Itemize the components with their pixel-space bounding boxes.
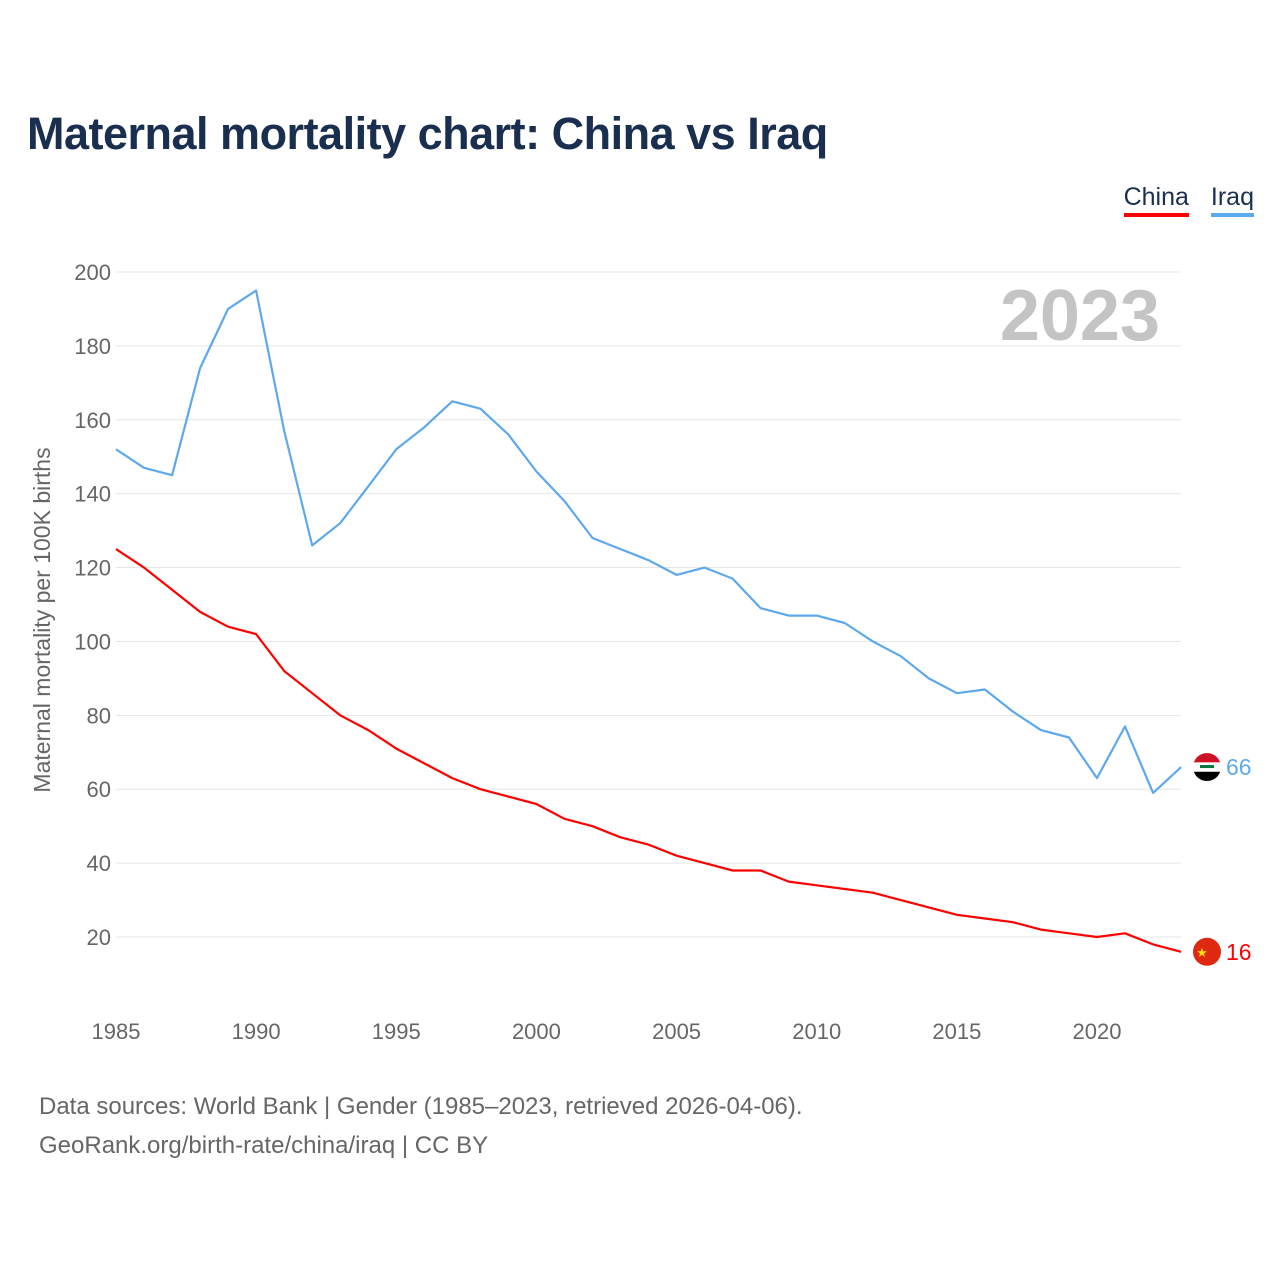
flag-star: ★ [1196,945,1208,960]
y-tick-label: 120 [74,556,111,581]
legend-iraq[interactable]: Iraq [1210,183,1254,217]
flag-script [1200,765,1214,769]
y-tick-label: 180 [74,334,111,359]
series-line-iraq [115,289,1182,794]
y-tick-label: 40 [87,851,111,876]
x-tick-label: 2015 [932,1019,981,1044]
y-tick-label: 200 [74,260,111,285]
x-tick-label: 1990 [232,1019,281,1044]
year-watermark: 2023 [1000,276,1160,356]
footer-sources: Data sources: World Bank | Gender (1985–… [39,1093,803,1120]
y-tick-label: 140 [74,482,111,507]
x-tick-label: 1995 [372,1019,421,1044]
chart-title: Maternal mortality chart: China vs Iraq [27,108,828,159]
x-tick-label: 2010 [792,1019,841,1044]
end-value-label: 16 [1226,939,1252,965]
y-tick-label: 160 [74,408,111,433]
y-tick-label: 100 [74,629,111,654]
y-tick-label: 60 [87,777,111,802]
flag-stripe-red [1193,753,1221,763]
footer: Data sources: World Bank | Gender (1985–… [39,1087,803,1165]
y-tick-label: 20 [87,925,111,950]
legend: China Iraq [1123,183,1254,217]
flag-stripe-black [1193,771,1221,782]
footer-link[interactable]: GeoRank.org/birth-rate/china/iraq | CC B… [39,1132,489,1159]
y-tick-label: 80 [87,703,111,728]
china-flag-icon: ★ [1193,937,1221,966]
series-line-china [115,548,1182,953]
y-axis-label: Maternal mortality per 100K births [29,447,55,792]
legend-china[interactable]: China [1123,183,1189,217]
iraq-flag-icon [1193,753,1221,782]
x-tick-label: 2000 [512,1019,561,1044]
x-tick-label: 2005 [652,1019,701,1044]
x-tick-label: 2020 [1073,1019,1122,1044]
x-tick-label: 1985 [92,1019,141,1044]
flag-background [1193,937,1221,966]
end-value-label: 66 [1226,754,1252,780]
